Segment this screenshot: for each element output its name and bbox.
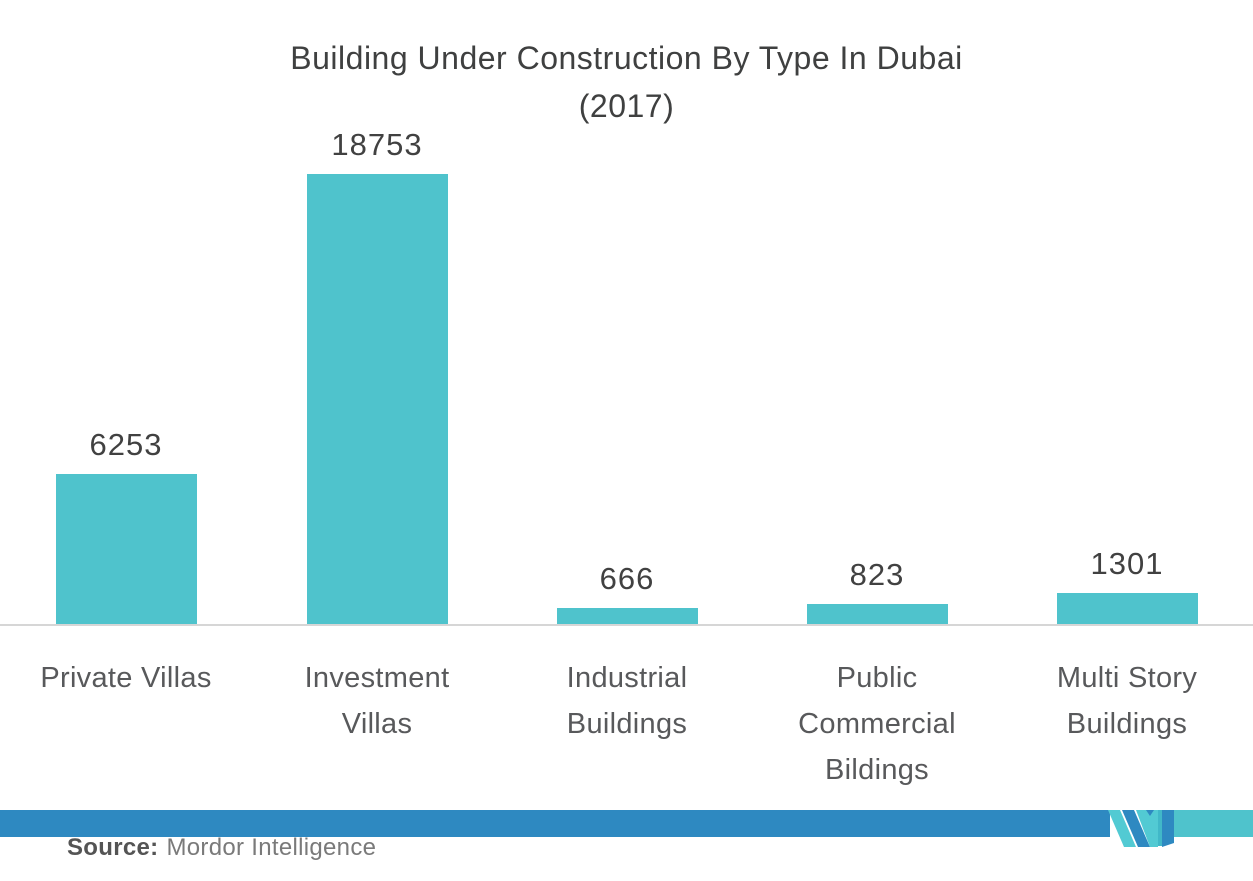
category-label-3: Industrial Buildings (566, 662, 688, 740)
chart-title: Building Under Construction By Type In D… (0, 34, 1253, 130)
category-label-5: Multi Story Buildings (1056, 662, 1198, 740)
source-value: Mordor Intelligence (166, 834, 377, 861)
bar-value-label-1: 6253 (89, 427, 163, 462)
footer-stripe-blue (0, 810, 1108, 837)
category-label-4: Public Commercial Bildings (798, 662, 956, 786)
category-label-2: Investment Villas (304, 662, 450, 740)
bar-value-label-3: 666 (599, 561, 655, 596)
bar-2 (306, 174, 448, 624)
footer-stripe-teal (1188, 810, 1253, 837)
chart-title-line2: (2017) (578, 88, 675, 124)
bar-3 (556, 608, 698, 624)
bar-value-label-5: 1301 (1090, 546, 1164, 581)
bar-1 (55, 474, 197, 624)
bar-4 (806, 604, 948, 624)
x-axis-line (0, 624, 1253, 626)
source-note: Source: Mordor Intelligence (67, 834, 376, 862)
bar-value-label-4: 823 (849, 557, 905, 592)
category-label-1: Private Villas (40, 662, 212, 694)
source-label: Source: (67, 834, 159, 861)
chart-title-line1: Building Under Construction By Type In D… (290, 40, 963, 76)
bar-5 (1056, 593, 1198, 624)
mordor-intelligence-logo-icon (1100, 810, 1192, 847)
bar-value-label-2: 18753 (331, 127, 423, 162)
